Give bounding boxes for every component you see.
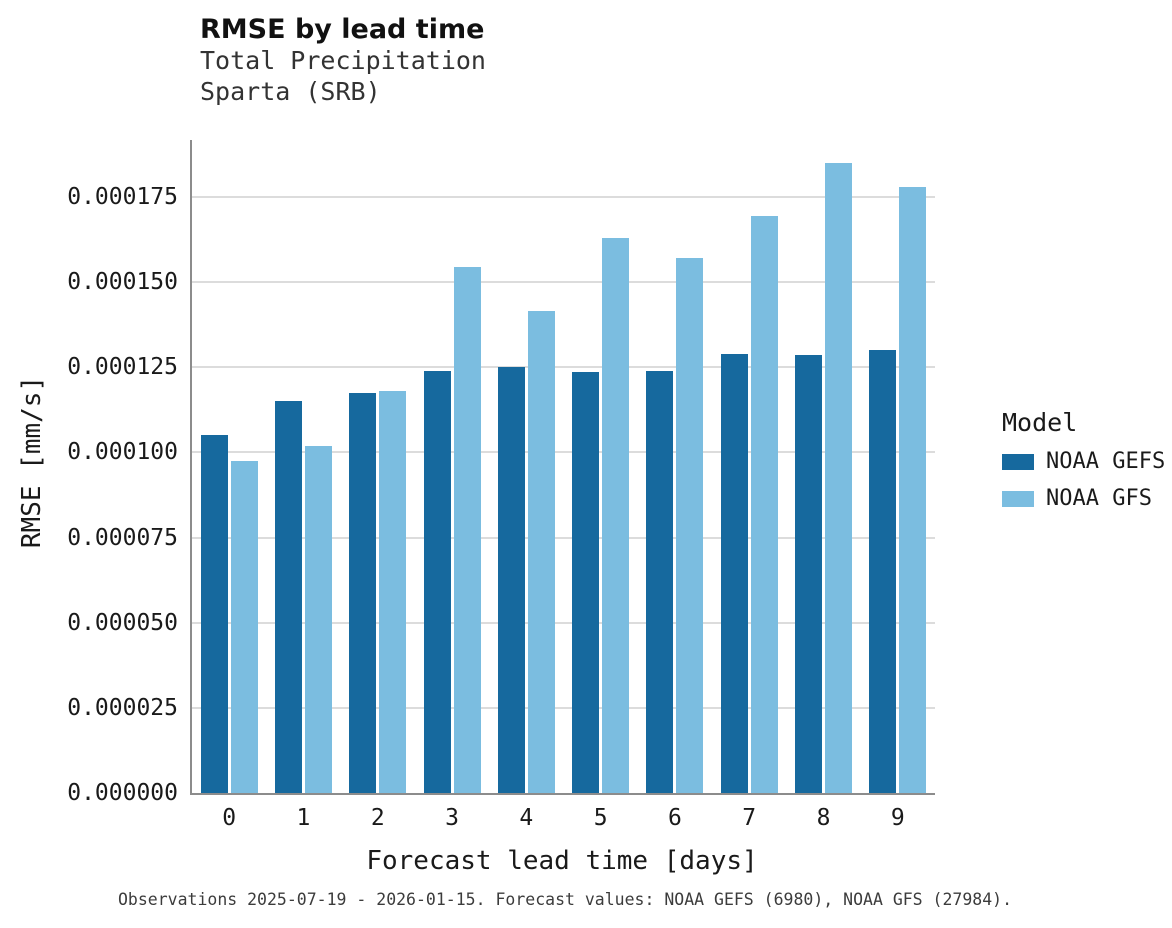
bar-noaa-gfs	[527, 311, 555, 793]
gridline	[192, 366, 935, 369]
x-tick-label: 3	[445, 805, 459, 831]
x-tick-label: 7	[742, 805, 757, 831]
bar-group-0	[192, 140, 266, 793]
y-tick-label: 0.000025	[67, 694, 178, 721]
bar-group-4	[489, 140, 563, 793]
x-tick-label: 1	[296, 805, 311, 831]
legend-item-noaa-gefs: NOAA GEFS	[1002, 449, 1165, 474]
legend: Model NOAA GEFS NOAA GFS	[1002, 408, 1165, 511]
legend-item-noaa-gfs: NOAA GFS	[1002, 486, 1165, 511]
bar-group-5	[563, 140, 637, 793]
bar-group-2	[341, 140, 415, 793]
legend-swatch-noaa-gefs	[1002, 453, 1034, 470]
bar-noaa-gefs	[200, 435, 228, 793]
gridline	[192, 621, 935, 624]
bar-group-3	[415, 140, 489, 793]
title-block: RMSE by lead time Total Precipitation Sp…	[200, 14, 486, 107]
bar-noaa-gfs	[602, 237, 630, 793]
y-tick-label: 0.000000	[67, 780, 178, 806]
y-axis-label: RMSE [mm/s]	[17, 375, 47, 549]
bar-noaa-gfs	[825, 162, 853, 793]
x-tick-label: 8	[816, 805, 831, 831]
bar-noaa-gfs	[230, 460, 258, 793]
plot-area: 0.000000 0.000025 0.000050 0.000075 0.000100…	[67, 140, 935, 831]
bar-groups	[192, 140, 935, 793]
bar-noaa-gefs	[572, 372, 600, 793]
gridline	[192, 706, 935, 709]
chart-title: RMSE by lead time	[200, 14, 485, 45]
bar-group-1	[266, 140, 340, 793]
bar-noaa-gefs	[349, 392, 377, 793]
legend-item-label: NOAA GFS	[1046, 486, 1152, 511]
x-tick-label: 6	[668, 805, 682, 831]
bar-noaa-gfs	[750, 215, 778, 793]
y-tick-label: 0.000050	[67, 609, 178, 636]
legend-swatch-noaa-gfs	[1002, 490, 1034, 507]
bar-noaa-gefs	[646, 370, 674, 793]
x-tick-label: 2	[370, 805, 385, 831]
x-tick-label: 5	[593, 805, 608, 831]
bar-group-8	[786, 140, 860, 793]
y-tick-label: 0.000150	[67, 269, 178, 296]
figure-caption: Observations 2025-07-19 - 2026-01-15. Fo…	[117, 890, 1013, 909]
gridline	[192, 451, 935, 454]
x-axis-label: Forecast lead time [days]	[366, 846, 758, 876]
bar-noaa-gfs	[304, 445, 332, 793]
bar-noaa-gefs	[274, 401, 302, 793]
y-tick-label: 0.000125	[67, 354, 178, 381]
bar-group-6	[638, 140, 712, 793]
x-tick-labels: 0 1 2 3 4 5 6 7 8 9	[192, 805, 935, 831]
bar-group-9	[861, 140, 935, 793]
legend-item-label: NOAA GEFS	[1046, 449, 1166, 474]
bar-noaa-gfs	[453, 266, 481, 793]
chart-subtitle-station: Sparta (SRB)	[200, 76, 381, 106]
x-tick-label: 9	[890, 805, 905, 831]
bar-noaa-gefs	[795, 355, 823, 793]
y-tick-label: 0.000075	[67, 524, 178, 551]
bar-noaa-gefs	[720, 353, 748, 793]
chart-subtitle-variable: Total Precipitation	[200, 46, 486, 76]
x-tick-label: 0	[222, 805, 237, 831]
gridline	[192, 536, 935, 539]
bar-group-7	[712, 140, 786, 793]
bar-noaa-gefs	[423, 370, 451, 793]
bar-noaa-gfs	[899, 186, 927, 793]
gridline	[192, 281, 935, 284]
legend-items: NOAA GEFS NOAA GFS	[1002, 449, 1165, 511]
y-tick-label: 0.000175	[67, 183, 178, 210]
gridline	[192, 195, 935, 198]
bar-noaa-gfs	[676, 258, 704, 793]
bar-noaa-gfs	[379, 391, 407, 793]
y-tick-label: 0.000100	[67, 439, 178, 466]
x-tick-label: 4	[519, 805, 534, 831]
bar-noaa-gefs	[497, 367, 525, 793]
legend-title: Model	[1002, 408, 1078, 437]
bar-noaa-gefs	[869, 350, 897, 793]
